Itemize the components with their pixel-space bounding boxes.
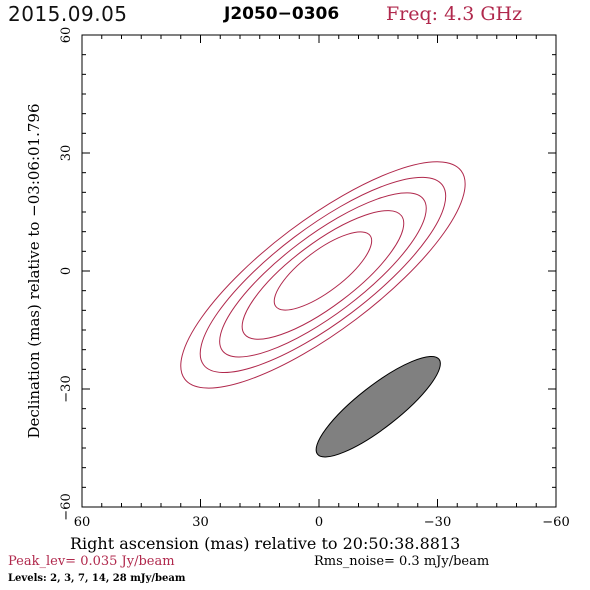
x-tick-label: 0 [315, 515, 323, 530]
y-tick-label: −60 [59, 493, 74, 520]
contour-level-14 [241, 210, 405, 340]
y-axis-label: Declination (mas) relative to −03:06:01.… [25, 103, 43, 439]
contour-level-7 [219, 192, 427, 358]
restoring-beam [315, 355, 441, 458]
frequency-label: Freq: 4.3 GHz [386, 3, 523, 25]
contour-levels-text: Levels: 2, 3, 7, 14, 28 mJy/beam [8, 573, 186, 584]
observation-date: 2015.09.05 [8, 2, 128, 26]
y-tick-label: 0 [59, 267, 74, 275]
x-tick-label: 60 [74, 515, 91, 530]
peak-level-text: Peak_lev= 0.035 Jy/beam [8, 554, 175, 569]
rms-noise-text: Rms_noise= 0.3 mJy/beam [314, 554, 490, 569]
contour-level-2 [180, 161, 466, 389]
contour-level-28 [273, 231, 373, 311]
source-name: J2050−0306 [224, 4, 340, 24]
x-tick-label: −60 [542, 515, 569, 530]
y-tick-label: 60 [59, 27, 74, 44]
plot-frame [81, 34, 557, 508]
contour-level-3 [199, 176, 447, 374]
x-axis-label: Right ascension (mas) relative to 20:50:… [70, 534, 461, 553]
x-tick-label: −30 [424, 515, 451, 530]
x-tick-label: 30 [192, 515, 209, 530]
y-tick-label: −30 [59, 375, 74, 402]
y-tick-label: 30 [59, 145, 74, 162]
